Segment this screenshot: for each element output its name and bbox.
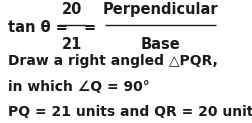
Text: 21: 21	[62, 37, 82, 52]
Text: PQ = 21 units and QR = 20 units: PQ = 21 units and QR = 20 units	[8, 105, 252, 119]
Text: tan θ =: tan θ =	[8, 20, 72, 35]
Text: in which ∠Q = 90°: in which ∠Q = 90°	[8, 80, 149, 94]
Text: Draw a right angled △PQR,: Draw a right angled △PQR,	[8, 54, 217, 69]
Text: Base: Base	[140, 37, 180, 52]
Text: 20: 20	[62, 2, 82, 17]
Text: Perpendicular: Perpendicular	[102, 2, 218, 17]
Text: =: =	[83, 20, 96, 35]
